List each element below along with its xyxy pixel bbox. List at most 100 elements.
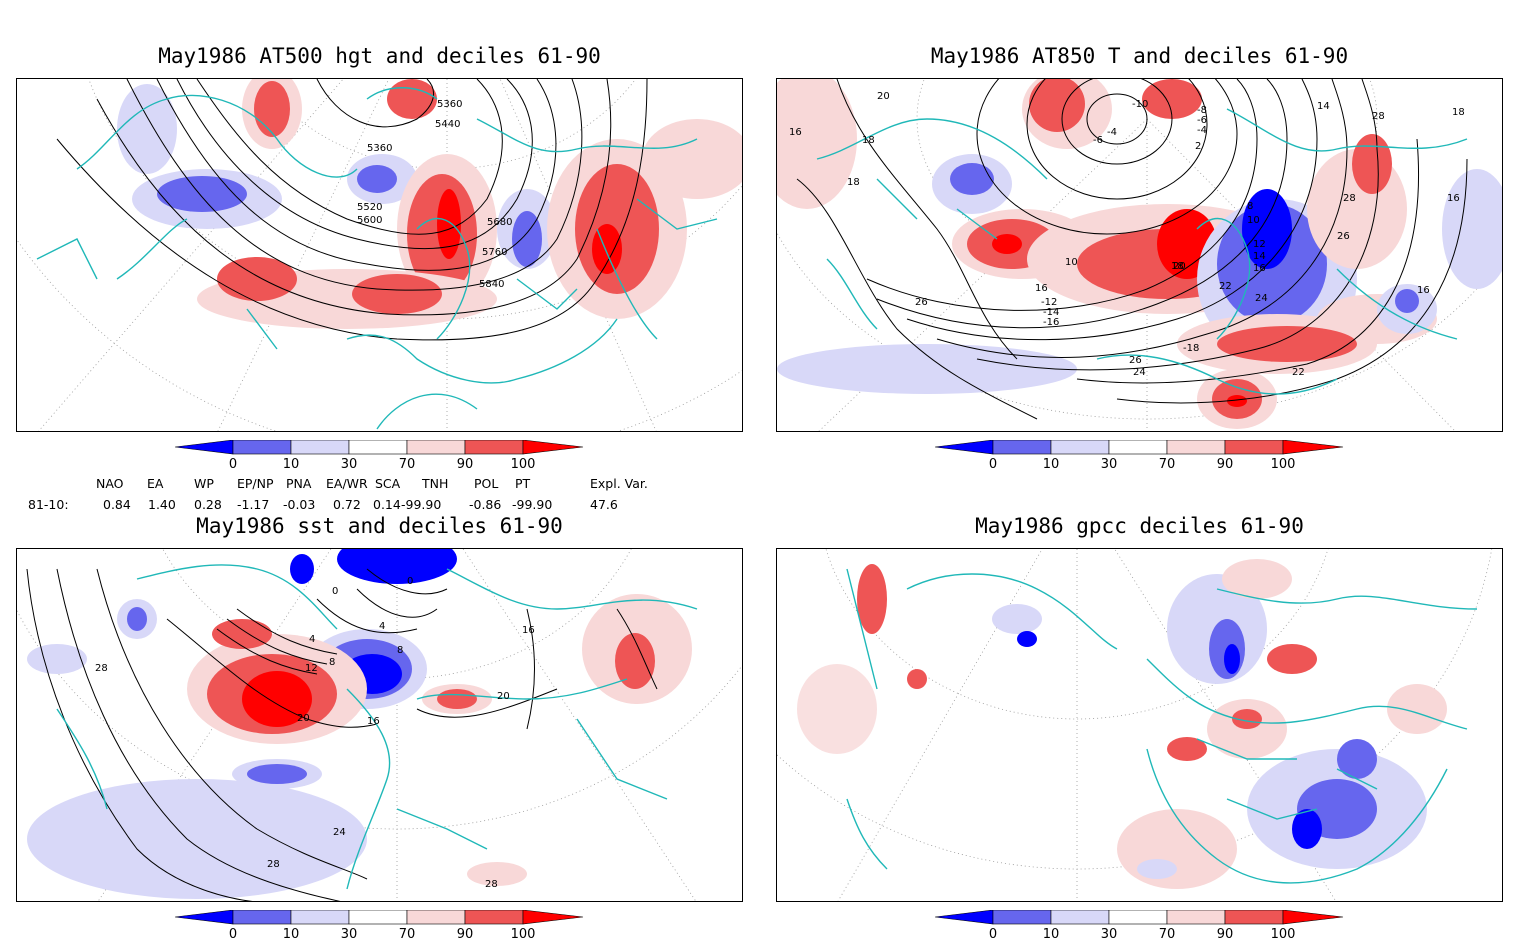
index-value: -0.86	[469, 497, 502, 512]
colorbar-label: 70	[398, 927, 416, 942]
colorbar-label: 90	[1216, 927, 1234, 942]
contour-label: 18	[847, 177, 860, 188]
map-gpcc	[776, 548, 1503, 902]
contour-label: 16	[1417, 285, 1430, 296]
colorbar-hgt-svg	[175, 440, 584, 455]
contour-label: 10	[1247, 215, 1260, 226]
contour-label: 5360	[367, 143, 392, 154]
contour-label: 18	[862, 135, 875, 146]
contour-label: 8	[1247, 201, 1253, 212]
contour-label: -12	[1041, 297, 1057, 308]
contour-label: 14	[1253, 251, 1266, 262]
colorbar-sst-svg	[175, 910, 584, 925]
contour-label: 0	[407, 576, 413, 587]
contour-label: 22	[1292, 367, 1305, 378]
contour-label: 10	[1065, 257, 1078, 268]
map-hgt500-svg: 5360 5440 5360 5520 5600 5680 5760 5840	[17, 79, 742, 431]
colorbar-t850: 0 10 30 70 90 100	[935, 440, 1345, 476]
contour-label: 20	[297, 713, 310, 724]
index-header: PT	[515, 476, 531, 491]
index-value: 47.6	[590, 497, 618, 512]
contour-label: 4	[379, 621, 385, 632]
colorbar-label: 90	[1216, 457, 1234, 472]
colorbar-label: 70	[1158, 457, 1176, 472]
contour-label: -18	[1183, 343, 1199, 354]
contour-label: 5520	[357, 202, 382, 213]
index-header: WP	[194, 476, 214, 491]
contour-label: -6	[1093, 135, 1103, 146]
contour-label: 16	[789, 127, 802, 138]
index-value: 0.14	[373, 497, 401, 512]
contour-label: 4	[309, 634, 315, 645]
colorbar-sst: 0 10 30 70 90 100	[175, 910, 585, 946]
contour-label: -4	[1197, 125, 1207, 136]
contour-label: 24	[1133, 367, 1146, 378]
index-header: EP/NP	[237, 476, 274, 491]
index-header: EA/WR	[326, 476, 368, 491]
contour-label: -8	[1197, 105, 1207, 116]
contour-label: -14	[1043, 307, 1059, 318]
contour-label: 16	[1253, 263, 1266, 274]
contour-label: 26	[1337, 231, 1350, 242]
colorbar-label: 70	[1158, 927, 1176, 942]
colorbar-label: 0	[988, 927, 998, 942]
colorbar-label: 100	[510, 927, 536, 942]
map-hgt500: 5360 5440 5360 5520 5600 5680 5760 5840	[16, 78, 743, 432]
contour-label: 22	[1219, 281, 1232, 292]
map-sst: 0 0 4 4 8 8 12 16 20 16 20 28 24 28 28	[16, 548, 743, 902]
index-header: TNH	[422, 476, 449, 491]
map-t850-svg: 20 16 18 18 -10 -8 -6 -4 2 14 28 18 16 2…	[777, 79, 1502, 431]
colorbar-gpcc: 0 10 30 70 90 100	[935, 910, 1345, 946]
index-value: -99.90	[512, 497, 553, 512]
contour-label: 24	[1255, 293, 1268, 304]
contour-label: 20	[497, 691, 510, 702]
colorbar-label: 100	[1270, 927, 1296, 942]
contour-label: 5680	[487, 217, 512, 228]
contour-label: 5760	[482, 247, 507, 258]
panel-title-sst: May1986 sst and deciles 61-90	[196, 514, 563, 538]
contour-label: 28	[485, 879, 498, 890]
colorbar-label: 10	[1042, 927, 1060, 942]
contour-label: -16	[1043, 317, 1059, 328]
contour-label: 16	[522, 625, 535, 636]
colorbar-t850-svg	[935, 440, 1344, 455]
index-value: 0.72	[333, 497, 361, 512]
index-value: 0.84	[103, 497, 131, 512]
contour-label: 2	[1195, 141, 1201, 152]
panel-title-t850: May1986 AT850 T and deciles 61-90	[930, 44, 1349, 68]
contour-label: 20	[1173, 261, 1186, 272]
contour-label: 5600	[357, 215, 382, 226]
contour-label: 12	[1253, 239, 1266, 250]
colorbar-label: 0	[228, 927, 238, 942]
index-header: EA	[147, 476, 164, 491]
colorbar-label: 30	[340, 927, 358, 942]
colorbar-label: 100	[1270, 457, 1296, 472]
colorbar-label: 10	[282, 927, 300, 942]
colorbar-label: 10	[282, 457, 300, 472]
colorbar-label: 70	[398, 457, 416, 472]
contour-label: 12	[305, 663, 318, 674]
contour-label: 20	[877, 91, 890, 102]
colorbar-label: 90	[456, 457, 474, 472]
map-gpcc-svg	[777, 549, 1493, 901]
index-header: SCA	[375, 476, 401, 491]
panel-title-hgt: May1986 AT500 hgt and deciles 61-90	[158, 44, 601, 68]
contour-label: 24	[333, 827, 346, 838]
contour-label: 16	[1447, 193, 1460, 204]
panel-title-gpcc: May1986 gpcc deciles 61-90	[975, 514, 1304, 538]
index-value: -0.03	[283, 497, 316, 512]
map-t850: 20 16 18 18 -10 -8 -6 -4 2 14 28 18 16 2…	[776, 78, 1503, 432]
contour-label: 18	[1452, 107, 1465, 118]
contour-label: 28	[1372, 111, 1385, 122]
contour-label: 8	[397, 645, 403, 656]
contour-label: 26	[915, 297, 928, 308]
index-row-label: 81-10:	[28, 497, 69, 512]
colorbar-label: 90	[456, 927, 474, 942]
colorbar-hgt: 0 10 30 70 90 100	[175, 440, 585, 476]
colorbar-gpcc-svg	[935, 910, 1344, 925]
contour-label: 18	[1171, 261, 1184, 272]
contour-label: 5360	[437, 99, 462, 110]
colorbar-label: 30	[1100, 457, 1118, 472]
colorbar-label: 0	[228, 457, 238, 472]
contour-label: 28	[1343, 193, 1356, 204]
